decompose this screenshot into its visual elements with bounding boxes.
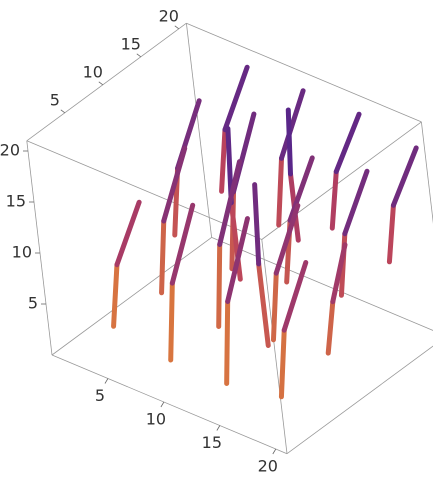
stream-tube <box>169 202 196 286</box>
y-tick-label: 5 <box>50 90 60 109</box>
y-tick <box>60 109 66 114</box>
box-edge <box>26 140 53 356</box>
stream-tube <box>276 155 285 228</box>
stream-tube <box>114 199 142 268</box>
stream-tube <box>330 242 348 305</box>
z-tick-label: 15 <box>6 192 26 211</box>
z-tick-label: 5 <box>28 294 38 313</box>
x-tick-label: 20 <box>258 457 278 476</box>
stream-tube <box>219 127 228 194</box>
stream-tube <box>342 168 370 237</box>
box-edge <box>51 354 288 455</box>
stream-tube <box>281 260 309 333</box>
stream-tube <box>270 270 279 343</box>
y-tick-label: 15 <box>121 34 141 53</box>
box-edge <box>186 22 422 123</box>
stream-tube <box>278 327 287 400</box>
stream-tube <box>256 261 271 348</box>
x-tick-label: 5 <box>95 386 105 405</box>
stream-tube <box>111 262 120 329</box>
stream-tube <box>287 155 315 223</box>
x-tick <box>272 448 277 455</box>
stream-tube <box>252 182 262 267</box>
stream-tube <box>390 145 419 208</box>
y-tick-label: 10 <box>83 62 103 81</box>
box-edge <box>186 23 212 238</box>
box-edge <box>261 239 288 454</box>
stream-tube <box>225 216 250 304</box>
stream-tube <box>329 169 339 231</box>
y-tick <box>98 81 104 86</box>
box-edge <box>211 237 433 331</box>
stream-tube <box>216 242 223 329</box>
stream-tube <box>285 107 293 177</box>
stream-tube <box>159 218 167 296</box>
box-edge <box>26 22 187 142</box>
y-tick <box>136 53 142 58</box>
x-tick-label: 10 <box>146 410 166 429</box>
stream-tube <box>279 88 306 161</box>
z-tick-label: 10 <box>12 243 32 262</box>
stream-tube <box>224 299 231 386</box>
x-tick <box>104 378 109 384</box>
stream-tube <box>222 64 250 133</box>
box-edge <box>421 121 433 224</box>
stream-tube <box>168 280 175 363</box>
box-edge <box>286 345 433 455</box>
x-tick-label: 15 <box>202 433 222 452</box>
y-tick <box>174 25 180 30</box>
stream-tube <box>333 111 362 175</box>
x-tick <box>160 401 165 408</box>
stream-tube <box>228 200 243 282</box>
x-tick <box>216 425 221 431</box>
stream-tube <box>273 203 301 276</box>
z-tick-label: 20 <box>0 141 20 160</box>
stream-tube <box>161 145 188 224</box>
stream-tube <box>217 159 242 247</box>
stream-tube <box>325 299 336 356</box>
box-edge <box>51 237 212 356</box>
y-tick-label: 20 <box>159 6 179 25</box>
stream-tube <box>386 202 396 265</box>
